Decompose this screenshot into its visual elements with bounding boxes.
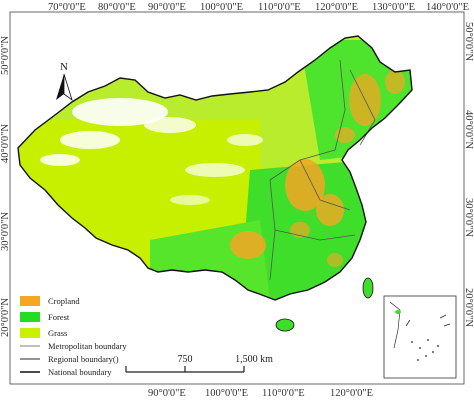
tick-left-50: 50°0'0"N bbox=[0, 36, 11, 75]
scale-mid-label: 750 bbox=[178, 354, 193, 365]
tick-top-70: 70°0'0"E bbox=[48, 2, 86, 13]
legend-label-forest: Forest bbox=[48, 312, 70, 322]
right-tick-labels: 50°0'0"N 40°0'0"N 30°0'0"N 20°0'0"N bbox=[463, 22, 474, 327]
north-arrow-icon: N bbox=[56, 61, 73, 102]
tick-left-40: 40°0'0"N bbox=[0, 124, 11, 163]
tick-right-40: 40°0'0"N bbox=[463, 110, 474, 149]
legend: Cropland Forest Grass Metropolitan bound… bbox=[20, 296, 127, 377]
left-tick-labels: 50°0'0"N 40°0'0"N 30°0'0"N 20°0'0"N bbox=[0, 36, 11, 337]
legend-swatch-grass bbox=[20, 328, 40, 338]
tick-left-20: 20°0'0"N bbox=[0, 298, 11, 337]
tick-top-80: 80°0'0"E bbox=[98, 2, 136, 13]
tick-left-30: 30°0'0"N bbox=[0, 212, 11, 251]
legend-label-national: National boundary bbox=[48, 367, 112, 377]
tick-right-50: 50°0'0"N bbox=[463, 22, 474, 61]
tick-top-90: 90°0'0"E bbox=[148, 2, 186, 13]
bottom-tick-labels: 90°0'0"E 100°0'0"E 110°0'0"E 120°0'0"E bbox=[148, 388, 373, 399]
tick-top-120: 120°0'0"E bbox=[315, 2, 358, 13]
legend-swatch-cropland bbox=[20, 296, 40, 306]
tick-bottom-100: 100°0'0"E bbox=[205, 388, 248, 399]
hainan-island bbox=[275, 318, 295, 332]
north-label: N bbox=[60, 61, 68, 73]
tick-top-140: 140°0'0"E bbox=[426, 2, 469, 13]
legend-label-cropland: Cropland bbox=[48, 296, 80, 306]
legend-label-regional: Regional boundary() bbox=[48, 354, 119, 364]
tick-top-100: 100°0'0"E bbox=[200, 2, 243, 13]
tick-right-20: 20°0'0"N bbox=[463, 288, 474, 327]
south-china-sea-inset bbox=[383, 295, 457, 379]
regional-boundaries bbox=[269, 59, 376, 281]
tick-top-110: 110°0'0"E bbox=[258, 2, 301, 13]
legend-label-metropolitan: Metropolitan boundary bbox=[48, 341, 127, 351]
tick-bottom-90: 90°0'0"E bbox=[148, 388, 186, 399]
scale-bar: 750 1,500 km bbox=[125, 354, 273, 373]
tick-top-130: 130°0'0"E bbox=[372, 2, 415, 13]
scale-end-label: 1,500 km bbox=[235, 354, 273, 365]
tick-bottom-120: 120°0'0"E bbox=[330, 388, 373, 399]
legend-label-grass: Grass bbox=[48, 328, 67, 338]
tick-bottom-110: 110°0'0"E bbox=[262, 388, 305, 399]
taiwan-island bbox=[362, 277, 374, 299]
tick-right-30: 30°0'0"N bbox=[463, 198, 474, 237]
top-tick-labels: 70°0'0"E 80°0'0"E 90°0'0"E 100°0'0"E 110… bbox=[48, 2, 469, 13]
legend-swatch-forest bbox=[20, 312, 40, 322]
